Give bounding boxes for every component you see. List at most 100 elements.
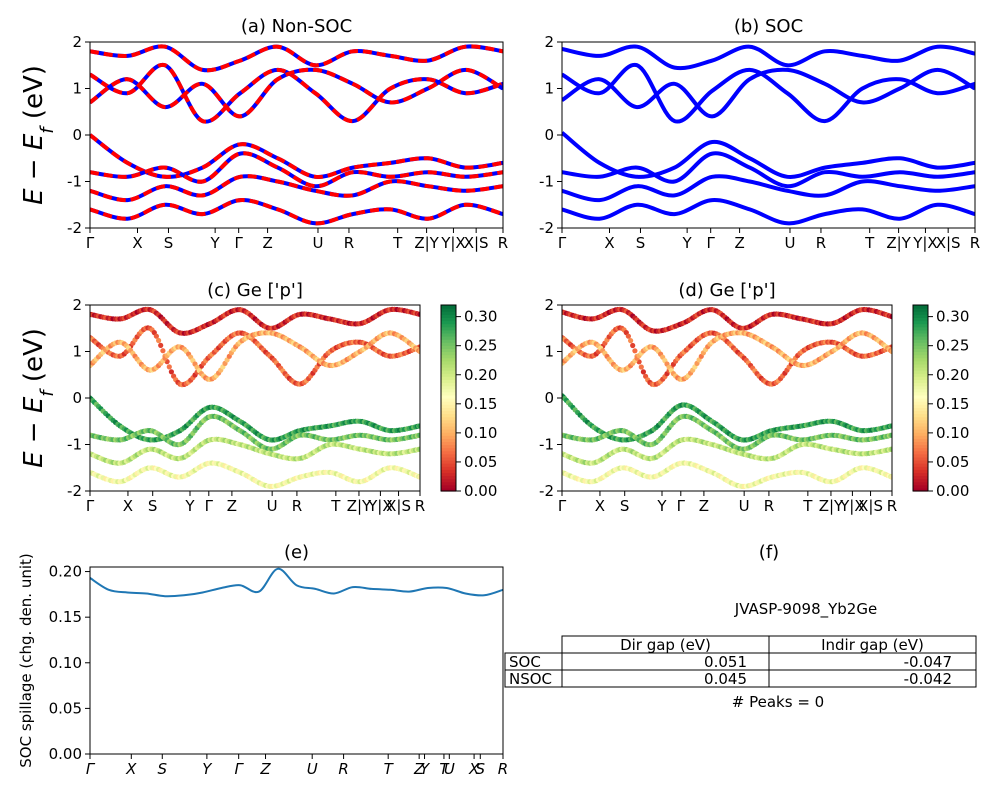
colorbar-segment (913, 398, 928, 402)
panel-c-xtick-label: R (415, 497, 425, 515)
colorbar-segment (913, 329, 928, 334)
band-line-0 (562, 44, 975, 71)
panel-b-series (562, 44, 975, 226)
band-line-dashed-3 (90, 133, 503, 179)
colorbar-segment (441, 447, 456, 452)
projection-point (156, 337, 162, 344)
colorbar-tick-label: 0.25 (936, 337, 969, 355)
projection-point (632, 348, 638, 354)
panel-c-ytick-label: 0 (72, 389, 82, 407)
colorbar-segment (913, 450, 928, 455)
panel-b-ytick-label: 1 (544, 80, 554, 98)
panel-b-xtick-label: S (636, 234, 646, 252)
projection-point (160, 348, 166, 354)
colorbar-segment (441, 475, 456, 480)
panel-c-xtick-label: Z|Y (347, 497, 372, 515)
projection-point (889, 432, 892, 438)
panel-c-ytick-label: 2 (72, 296, 82, 314)
panel-d-xtick-label: U (739, 497, 750, 515)
projection-point (640, 369, 647, 375)
colorbar-segment (913, 311, 928, 315)
colorbar-segment (913, 469, 928, 473)
colorbar-segment (441, 332, 456, 337)
colorbar-segment (913, 308, 928, 312)
panel-c-xtick-label: R (292, 497, 302, 515)
panel-a-xtick-label: Z (262, 234, 272, 252)
colorbar-segment (441, 460, 456, 464)
colorbar-segment (441, 441, 456, 446)
panel-d-xtick-label: Y (656, 497, 667, 515)
projection-point (889, 474, 892, 480)
colorbar-segment (441, 469, 456, 473)
colorbar-segment (441, 484, 456, 489)
table-dir-gap-value: 0.045 (704, 670, 747, 688)
colorbar-segment (913, 438, 928, 442)
band-line-6 (90, 198, 503, 226)
projection-point (417, 423, 420, 429)
panel-b-xtick-label: R (816, 234, 826, 252)
colorbar-segment (913, 394, 928, 399)
colorbar-segment (441, 357, 456, 362)
panel-e-title: (e) (284, 542, 309, 563)
colorbar-segment (441, 410, 456, 415)
y-axis-label: E − Ef (eV) (19, 328, 58, 468)
colorbar-segment (913, 422, 928, 427)
table-row-label: NSOC (509, 670, 552, 688)
colorbar-segment (441, 416, 456, 421)
colorbar-segment (441, 382, 456, 387)
band-line-dashed-2 (90, 67, 503, 119)
panel-c-ytick-label: -2 (67, 482, 82, 500)
panel-a-ytick-label: 2 (72, 33, 82, 51)
colorbar-tick-label: 0.30 (464, 308, 497, 326)
colorbar-segment (441, 407, 456, 411)
colorbar-segment (441, 367, 456, 371)
colorbar-tick-label: 0.05 (464, 453, 497, 471)
colorbar-segment (913, 441, 928, 446)
colorbar-segment (441, 487, 456, 492)
colorbar-segment (913, 456, 928, 461)
band-line-6 (562, 198, 975, 226)
panel-d-ytick-label: 1 (544, 343, 554, 361)
colorbar-segment (441, 466, 456, 470)
colorbar-segment (913, 425, 928, 430)
colorbar-segment (913, 475, 928, 480)
colorbar-segment (913, 466, 928, 470)
panel-b-xtick-label: Γ (558, 234, 567, 252)
colorbar-segment (913, 432, 928, 436)
panel-b-ytick-label: -2 (539, 219, 554, 237)
colorbar-segment (913, 336, 928, 340)
panel-e-xtick-label: R (498, 760, 508, 778)
colorbar-segment (913, 460, 928, 464)
colorbar-segment (441, 422, 456, 427)
colorbar-segment (913, 323, 928, 328)
table-cell (768, 669, 977, 688)
colorbar-segment (913, 444, 928, 449)
colorbar-segment (441, 329, 456, 334)
y-axis-label-tail: (eV) (19, 328, 49, 390)
panel-e-xtick-label: S (158, 760, 168, 778)
y-axis-label: E − Ef (eV) (19, 65, 58, 205)
colorbar-tick-label: 0.00 (936, 482, 969, 500)
colorbar-segment (913, 314, 928, 318)
panel-c-xtick-label: X (123, 497, 133, 515)
panel-c-xtick-label: Z (227, 497, 237, 515)
panel-d-xtick-label: S (620, 497, 630, 515)
table-indir-gap-value: -0.047 (904, 653, 952, 671)
colorbar-segment (441, 478, 456, 483)
panel-a-xtick-label: X (132, 234, 142, 252)
colorbar-tick-label: 0.05 (936, 453, 969, 471)
panel-b-ytick-label: -1 (539, 173, 554, 191)
colorbar-tick-label: 0.20 (464, 366, 497, 384)
colorbar-segment (913, 419, 928, 424)
colorbar-segment (913, 360, 928, 365)
panel-b-frame (561, 41, 976, 229)
colorbar-segment (913, 363, 928, 368)
projection-point (158, 342, 164, 348)
panel-b-xtick-label: Y (682, 234, 693, 252)
panel-d-xtick-label: Y|X (839, 497, 865, 515)
y-axis-label-main: E − E (19, 133, 49, 205)
colorbar-segment (441, 373, 456, 377)
panel-d-frame (561, 304, 893, 492)
colorbar-segment (441, 342, 456, 346)
